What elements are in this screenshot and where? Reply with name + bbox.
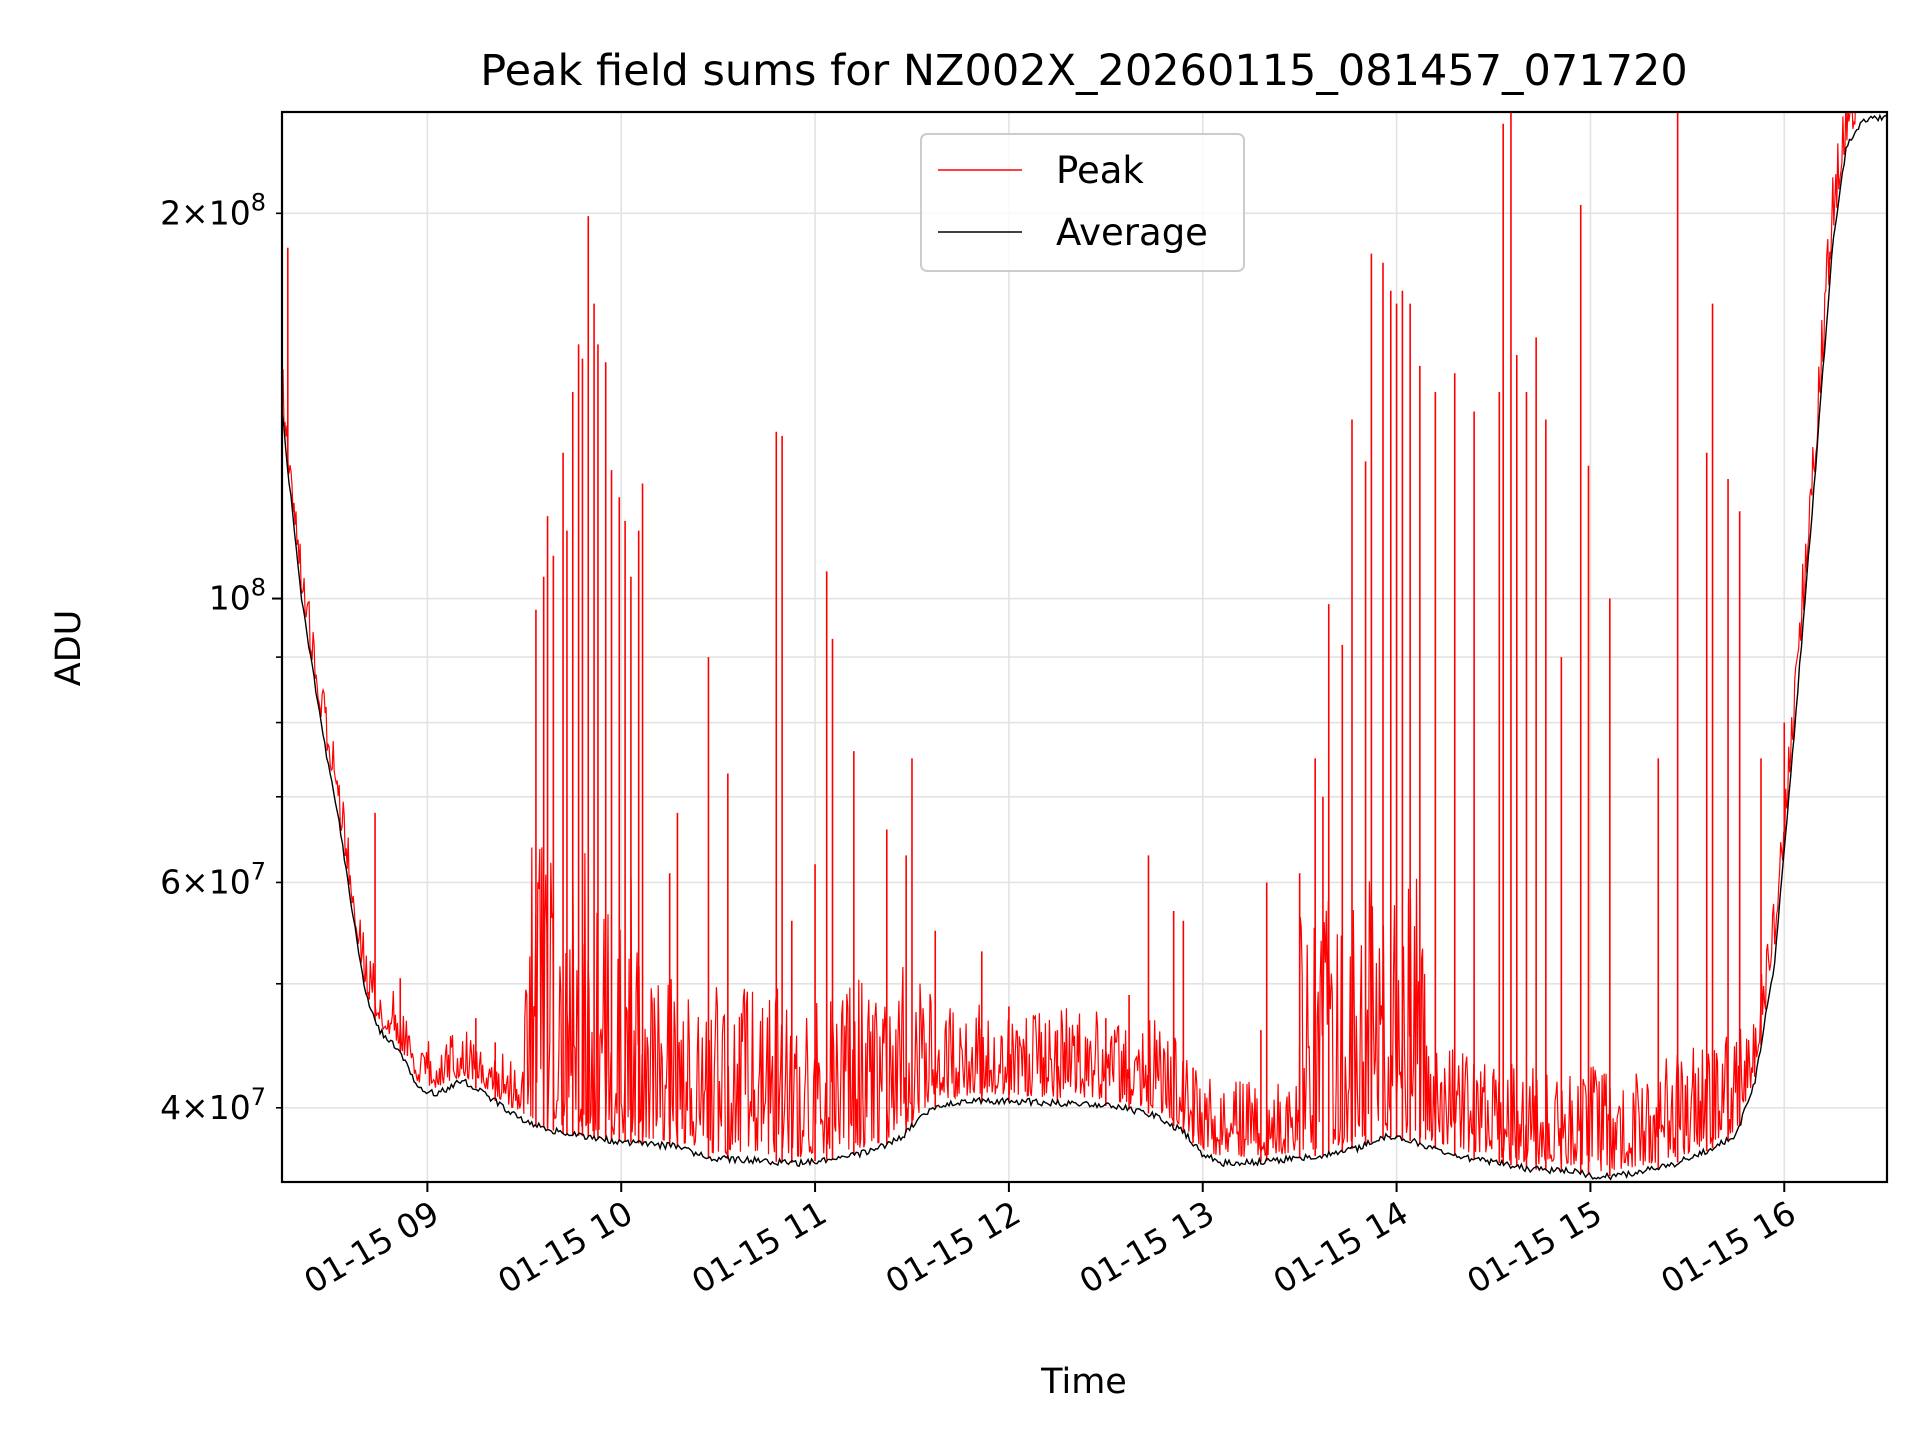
y-tick-label: 4×107 [160, 1083, 266, 1127]
legend-average-label: Average [1056, 211, 1208, 254]
peak-series-line [282, 112, 1872, 1172]
y-axis-label: ADU [49, 610, 89, 687]
chart-title: Peak field sums for NZ002X_20260115_0814… [480, 46, 1687, 96]
plot-frame [280, 110, 1889, 1184]
legend: Peak Average [920, 133, 1245, 272]
y-tick-label: 108 [209, 574, 266, 618]
x-axis-label: Time [1040, 1362, 1127, 1402]
average-series-line [282, 113, 1887, 1181]
y-axis-ticks: 108 4×107 6×107 2×108 [160, 188, 282, 1127]
average-series-layer [282, 113, 1887, 1181]
y-tick-label: 2×108 [160, 188, 266, 232]
y-tick-label: 6×107 [160, 857, 266, 901]
plot-area [282, 112, 1887, 1181]
peak-series-layer [282, 112, 1872, 1177]
legend-peak-label: Peak [1056, 149, 1144, 192]
legend-box [920, 133, 1245, 272]
